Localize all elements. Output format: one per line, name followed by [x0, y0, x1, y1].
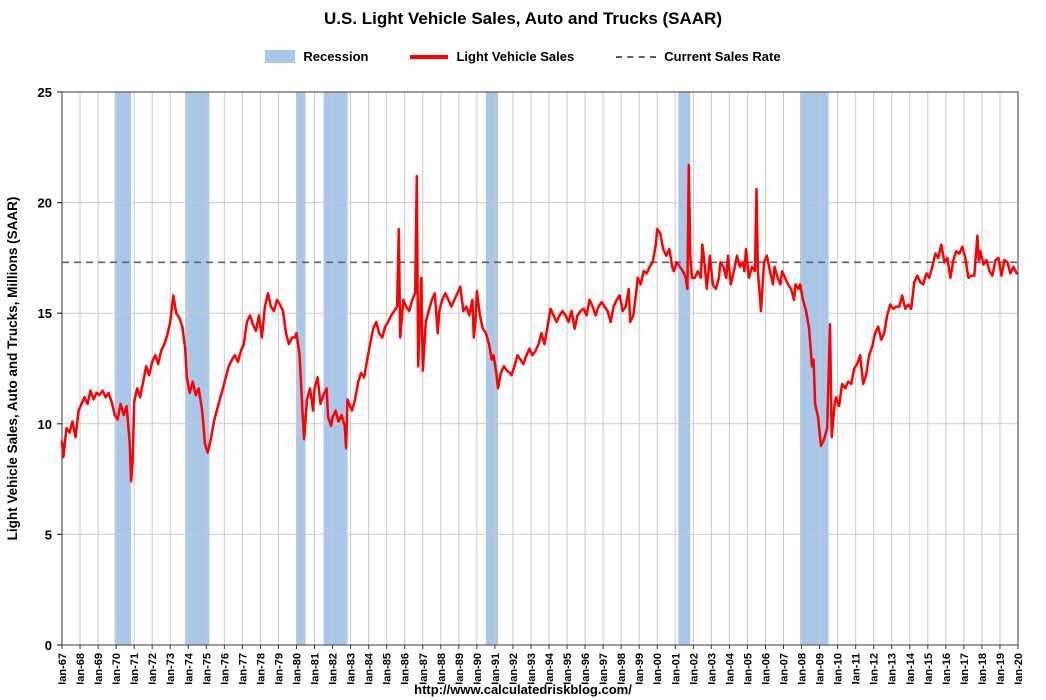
legend-item-sales: Light Vehicle Sales	[410, 49, 574, 64]
x-tick-label: Jan-91	[490, 653, 502, 684]
y-tick-label: 15	[38, 306, 52, 321]
y-tick-label: 10	[38, 417, 52, 432]
x-tick-label: Jan-82	[328, 653, 340, 684]
sales-line-swatch-icon	[410, 54, 449, 59]
x-tick-label: Jan-19	[995, 653, 1007, 684]
x-tick-label: Jan-16	[941, 653, 953, 684]
legend-label-recession: Recession	[303, 49, 369, 64]
x-tick-label: Jan-78	[255, 653, 267, 684]
recession-band	[185, 92, 210, 645]
x-tick-label: Jan-84	[364, 652, 376, 684]
x-tick-label: Jan-90	[472, 653, 484, 684]
x-tick-label: Jan-99	[634, 653, 646, 684]
x-tick-label: Jan-00	[652, 653, 664, 684]
x-tick-label: Jan-07	[779, 653, 791, 684]
x-tick-label: Jan-03	[706, 653, 718, 684]
y-tick-label: 0	[45, 638, 52, 653]
y-tick-label: 5	[45, 527, 52, 542]
x-tick-label: Jan-14	[905, 652, 917, 684]
x-tick-label: Jan-83	[346, 653, 358, 684]
x-tick-label: Jan-77	[237, 653, 249, 684]
x-tick-label: Jan-15	[923, 653, 935, 684]
chart-title: U.S. Light Vehicle Sales, Auto and Truck…	[323, 9, 722, 28]
y-tick-label: 25	[38, 85, 52, 100]
legend-label-sales: Light Vehicle Sales	[456, 49, 575, 64]
x-tick-label: Jan-89	[454, 653, 466, 684]
x-tick-label: Jan-06	[760, 653, 772, 684]
x-tick-label: Jan-76	[219, 653, 231, 684]
x-tick-label: Jan-95	[562, 653, 574, 684]
x-tick-label: Jan-73	[165, 653, 177, 684]
x-tick-label: Jan-05	[742, 653, 754, 684]
x-tick-label: Jan-20	[1013, 653, 1025, 684]
legend-item-recession: Recession	[265, 49, 368, 64]
x-tick-label: Jan-93	[526, 653, 538, 684]
legend-item-current-rate: Current Sales Rate	[616, 49, 781, 64]
x-tick-label: Jan-80	[291, 653, 303, 684]
x-tick-label: Jan-08	[797, 653, 809, 684]
legend-label-current-rate: Current Sales Rate	[664, 49, 781, 64]
x-tick-label: Jan-17	[959, 653, 971, 684]
x-tick-label: Jan-04	[724, 652, 736, 684]
x-tick-label: Jan-81	[310, 653, 322, 684]
x-tick-label: Jan-71	[129, 653, 141, 684]
x-tick-label: Jan-98	[616, 653, 628, 684]
recession-band	[323, 92, 348, 645]
x-tick-label: Jan-94	[544, 652, 556, 684]
x-tick-label: Jan-75	[201, 653, 213, 684]
current-rate-swatch-icon	[616, 55, 657, 58]
x-tick-label: Jan-87	[418, 653, 430, 684]
x-tick-label: Jan-97	[598, 653, 610, 684]
x-tick-label: Jan-69	[93, 653, 105, 684]
x-tick-label: Jan-72	[147, 653, 159, 684]
x-tick-label: Jan-01	[670, 653, 682, 684]
x-tick-label: Jan-92	[508, 653, 520, 684]
y-axis-title: Light Vehicle Sales, Auto and Trucks, Mi…	[5, 197, 20, 541]
x-tick-label: Jan-86	[400, 653, 412, 684]
x-tick-label: Jan-18	[977, 653, 989, 684]
x-tick-label: Jan-12	[869, 653, 881, 684]
sales-line	[60, 163, 1018, 483]
recession-band	[114, 92, 132, 645]
x-tick-label: Jan-79	[273, 653, 285, 684]
source-url: http://www.calculatedriskblog.com/	[414, 682, 632, 697]
x-tick-label: Jan-67	[57, 653, 69, 684]
x-tick-label: Jan-68	[75, 653, 87, 684]
sales-chart: 0 5 10 15 20 25 Jan-67 Jan-68 Jan-69 Jan-70 Jan-71…	[5, 85, 1025, 684]
x-tick-label: Jan-96	[580, 653, 592, 684]
x-tick-label: Jan-10	[833, 653, 845, 684]
plot-border	[61, 91, 1019, 646]
x-tick-label: Jan-02	[688, 653, 700, 684]
recession-swatch-icon	[265, 50, 296, 63]
x-tick-label: Jan-13	[887, 653, 899, 684]
x-tick-label: Jan-74	[183, 652, 195, 684]
y-tick-label: 20	[38, 196, 52, 211]
chart-legend: Recession Light Vehicle Sales Current Sa…	[0, 49, 1046, 64]
x-tick-label: Jan-88	[436, 653, 448, 684]
x-tick-label: Jan-11	[851, 653, 863, 684]
x-tick-label: Jan-09	[815, 653, 827, 684]
recession-band	[678, 92, 691, 645]
x-tick-label: Jan-85	[382, 653, 394, 684]
x-tick-label: Jan-70	[111, 653, 123, 684]
